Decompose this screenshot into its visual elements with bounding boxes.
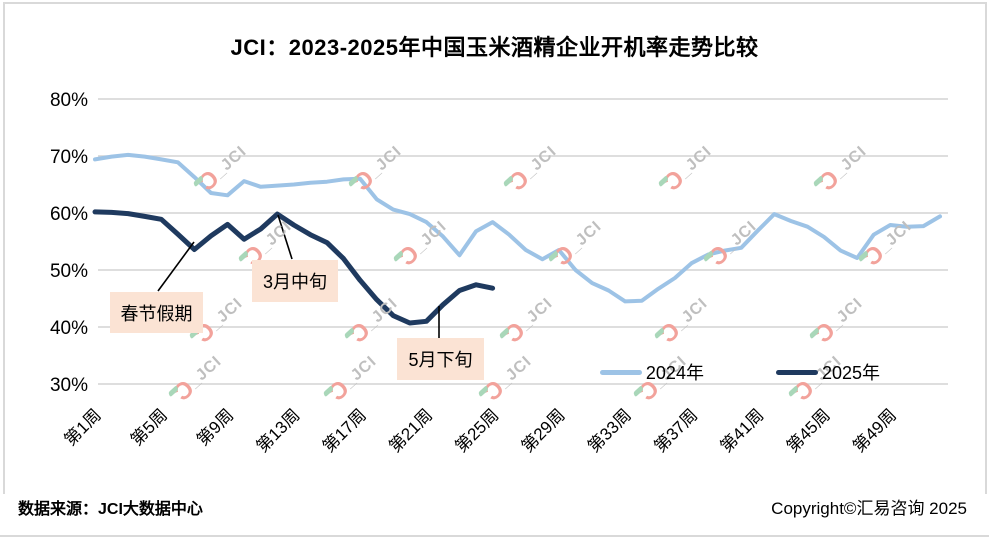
svg-text:第17周: 第17周: [319, 405, 370, 456]
chart-title: JCI：2023-2025年中国玉米酒精企业开机率走势比较: [230, 35, 759, 60]
svg-text:第33周: 第33周: [584, 405, 635, 456]
chart-legend: 2024年 2025年: [0, 358, 940, 386]
svg-text:40%: 40%: [50, 318, 88, 339]
svg-text:80%: 80%: [50, 90, 88, 111]
copyright-note: Copyright©汇易咨询 2025: [771, 499, 967, 518]
svg-text:60%: 60%: [50, 204, 88, 225]
svg-text:第49周: 第49周: [849, 405, 900, 456]
svg-text:第21周: 第21周: [385, 405, 436, 456]
annotation-label: 3月中旬: [262, 272, 327, 292]
bottom-divider: [0, 535, 989, 537]
svg-text:第25周: 第25周: [452, 405, 503, 456]
svg-text:第9周: 第9周: [193, 405, 237, 449]
annotation-late-may: 5月下旬: [397, 338, 484, 380]
legend-swatch-2024: [599, 369, 642, 375]
svg-text:70%: 70%: [50, 147, 88, 168]
legend-label-2025: 2025年: [821, 363, 880, 383]
svg-text:第29周: 第29周: [518, 405, 569, 456]
annotation-spring-festival: 春节假期: [110, 292, 203, 333]
annotation-label: 春节假期: [120, 303, 193, 324]
svg-text:第5周: 第5周: [127, 405, 171, 449]
line-chart-plot: 80%70%60%50%40%30%第1周 第5周 第9周 第13周 第17周 第21周第…: [50, 90, 948, 456]
legend-label-2024: 2024年: [645, 363, 704, 383]
annotation-label: 5月下旬: [408, 350, 473, 370]
svg-text:第41周: 第41周: [717, 405, 768, 456]
svg-text:50%: 50%: [50, 261, 88, 282]
legend-swatch-2025: [775, 369, 818, 375]
svg-text:30%: 30%: [50, 375, 88, 396]
svg-text:第45周: 第45周: [783, 405, 834, 456]
svg-text:第37周: 第37周: [650, 405, 701, 456]
svg-text:第1周: 第1周: [61, 405, 105, 449]
legend-item-2025: 2025年: [775, 358, 880, 386]
legend-item-2024: 2024年: [599, 358, 704, 386]
data-source-note: 数据来源：JCI大数据中心: [18, 501, 203, 518]
svg-text:第13周: 第13周: [253, 405, 304, 456]
chart-frame: [3, 2, 987, 494]
annotation-mid-march: 3月中旬: [252, 260, 338, 302]
